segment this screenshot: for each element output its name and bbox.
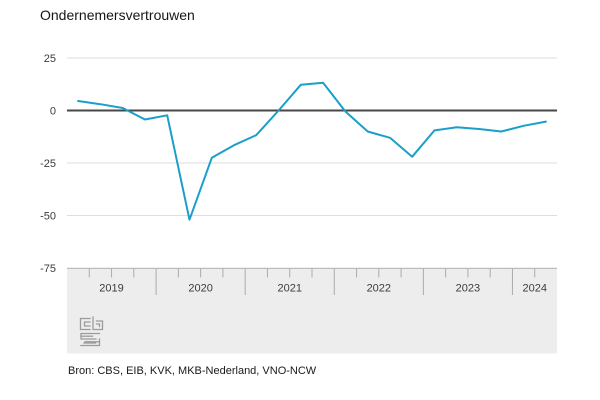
chart-title: Ondernemersvertrouwen <box>40 7 195 23</box>
x-year-label: 2021 <box>277 283 301 295</box>
data-series-line <box>77 81 547 221</box>
y-tick-label: -25 <box>40 158 56 170</box>
x-year-label: 2024 <box>522 283 546 295</box>
y-tick-label: 25 <box>44 53 56 65</box>
x-year-label: 2023 <box>456 283 480 295</box>
x-year-label: 2020 <box>188 283 212 295</box>
y-tick-label: -75 <box>40 263 56 275</box>
y-gridlines <box>67 57 557 269</box>
cbs-logo <box>79 316 104 347</box>
x-axis-year-labels: 2019 2020 2021 2022 2023 2024 <box>99 283 547 295</box>
source-attribution: Bron: CBS, EIB, KVK, MKB-Nederland, VNO-… <box>68 365 317 377</box>
x-axis-ticks <box>88 268 536 295</box>
x-year-label: 2019 <box>99 283 123 295</box>
y-tick-label: 0 <box>50 106 56 118</box>
y-tick-label: -50 <box>40 211 56 223</box>
x-axis-band <box>67 268 557 354</box>
x-year-label: 2022 <box>367 283 391 295</box>
series-ondernemersvertrouwen <box>77 81 547 221</box>
y-axis-tick-labels: 25 0 -25 -50 -75 <box>40 53 56 275</box>
